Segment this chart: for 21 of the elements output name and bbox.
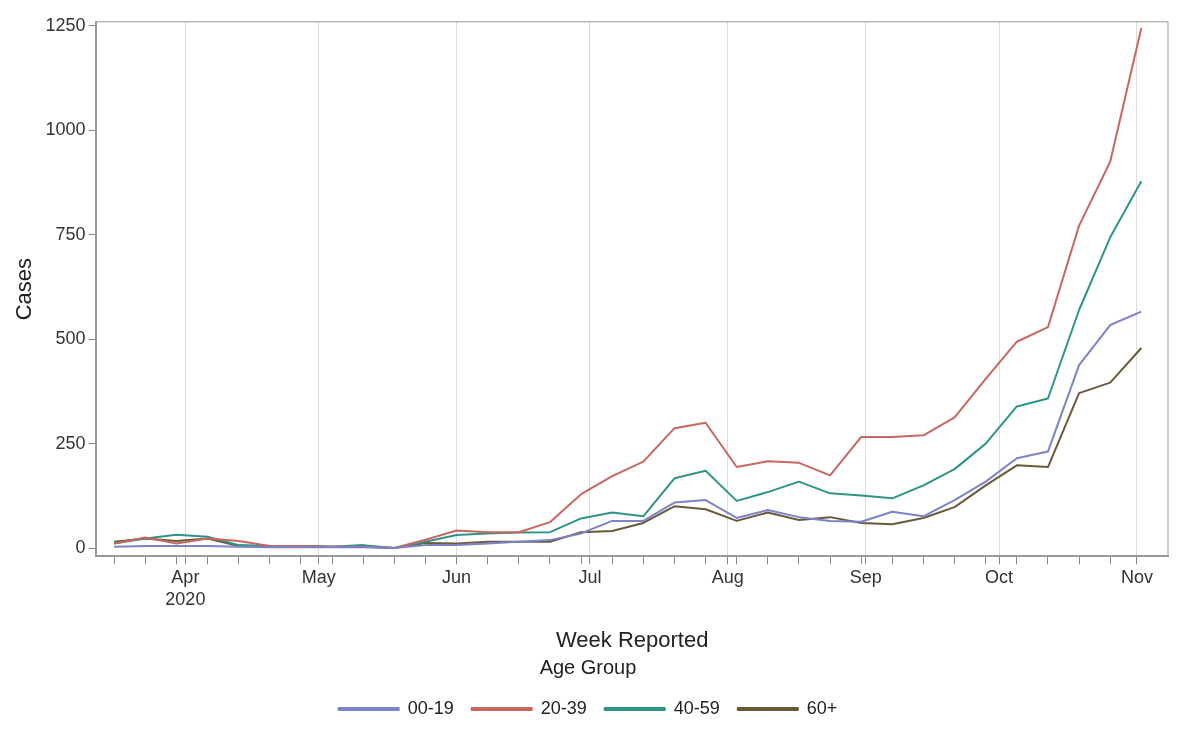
x-tick-label: Aug [711, 567, 744, 588]
legend-title: Age Group [539, 655, 637, 678]
y-axis-title: Cases [11, 257, 37, 321]
legend-label: 60+ [806, 697, 838, 718]
x-tick-label: Jun [442, 567, 472, 588]
y-tick-label: 1000 [45, 119, 86, 140]
y-tick-label: 500 [55, 328, 86, 349]
y-tick-label: 1250 [45, 14, 86, 35]
legend-label: 40-59 [673, 697, 720, 718]
x-tick-label: Apr 2020 [165, 567, 206, 609]
x-tick-label: Oct [985, 567, 1014, 588]
legend-label: 00-19 [407, 697, 454, 718]
x-tick-label: Jul [578, 567, 602, 588]
x-tick-label: Sep [849, 567, 882, 588]
x-tick-label: May [301, 567, 336, 588]
y-tick-label: 0 [75, 537, 86, 558]
x-tick-label: Nov [1120, 567, 1153, 588]
x-axis-title: Week Reported [555, 626, 709, 652]
y-tick-label: 250 [55, 432, 86, 453]
y-tick-label: 750 [55, 223, 86, 244]
legend-label: 20-39 [540, 697, 587, 718]
